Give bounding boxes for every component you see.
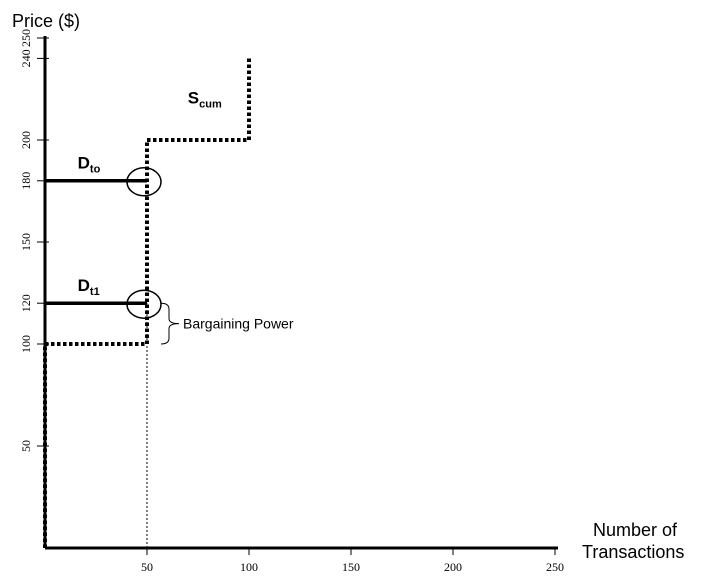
x-tick-label-200: 200 xyxy=(444,560,462,574)
series-label-d-to: Dto xyxy=(78,154,101,176)
x-axis-title-line2: Transactions xyxy=(582,542,684,562)
x-tick-label-150: 150 xyxy=(342,560,360,574)
y-tick-label-180: 180 xyxy=(19,172,33,190)
x-tick-label-250: 250 xyxy=(546,560,564,574)
x-axis-title-line1: Number of xyxy=(593,520,678,540)
series-label-d-t1: Dt1 xyxy=(78,276,100,298)
equilibrium-circle-2 xyxy=(126,289,162,319)
equilibrium-circle-1 xyxy=(126,167,162,197)
y-tick-label-200: 200 xyxy=(19,131,33,149)
series-line-s-cum xyxy=(43,58,251,548)
y-tick-label-100: 100 xyxy=(19,335,33,353)
bargaining-power-brace xyxy=(160,302,180,345)
series-label-s-cum: Scum xyxy=(188,88,222,110)
x-tick-label-100: 100 xyxy=(240,560,258,574)
y-tick-label-240: 240 xyxy=(19,49,33,67)
y-tick-label-50: 50 xyxy=(19,440,33,452)
y-tick-label-250: 250 xyxy=(19,29,33,47)
x-tick-label-50: 50 xyxy=(141,560,153,574)
y-axis-title: Price ($) xyxy=(12,11,80,31)
bargaining-power-label: Bargaining Power xyxy=(183,316,294,332)
y-tick-label-120: 120 xyxy=(19,294,33,312)
y-tick-label-150: 150 xyxy=(19,233,33,251)
